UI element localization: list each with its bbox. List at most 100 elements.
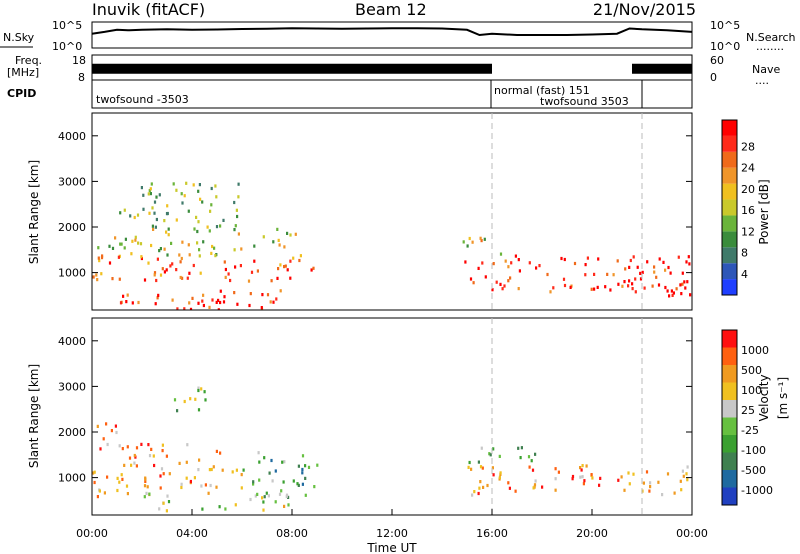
colorbar-tick-label: 500 — [741, 364, 762, 377]
heat-cell — [472, 281, 475, 285]
freq-bar-2 — [632, 63, 692, 74]
heat-cell — [155, 217, 158, 222]
heat-cell — [627, 471, 630, 475]
heat-cell — [468, 236, 471, 241]
beam-title: Beam 12 — [355, 0, 427, 19]
colorbar-swatch — [722, 435, 737, 453]
heat-cell — [106, 475, 109, 479]
cpid-segment-1: twofsound -3503 — [96, 93, 189, 106]
heat-cell — [137, 300, 140, 305]
heat-cell — [645, 470, 649, 474]
heat-cell — [283, 504, 286, 508]
heat-cell — [120, 242, 123, 246]
heat-cell — [191, 296, 194, 300]
heat-cell — [140, 186, 143, 190]
heat-cell — [563, 283, 567, 288]
heat-cell — [679, 283, 682, 287]
heat-cell — [224, 275, 227, 279]
heat-cell — [313, 485, 316, 489]
heat-cell — [219, 224, 222, 228]
heat-cell — [167, 227, 170, 231]
heat-cell — [518, 269, 521, 273]
heat-cell — [501, 287, 504, 291]
heat-cell — [298, 258, 301, 263]
heat-cell — [680, 292, 683, 296]
heat-cell — [581, 475, 584, 479]
heat-cell — [552, 286, 555, 290]
heat-cell — [140, 255, 143, 259]
heat-cell — [258, 478, 261, 482]
heat-cell — [294, 232, 297, 236]
heat-cell — [235, 468, 238, 472]
heat-cell — [686, 280, 689, 284]
heat-cell — [175, 268, 178, 272]
heat-cell — [96, 495, 99, 499]
heat-cell — [100, 272, 103, 276]
heat-cell — [590, 287, 593, 291]
heat-cell — [154, 225, 157, 229]
heat-cell — [507, 481, 510, 485]
heat-cell — [111, 246, 115, 250]
heat-cell — [680, 488, 683, 492]
heat-cell — [628, 482, 631, 486]
heat-cell — [181, 240, 184, 244]
heat-cell — [110, 429, 113, 433]
heat-cell — [270, 279, 273, 283]
heat-cell — [189, 479, 192, 484]
heat-cell — [233, 291, 236, 295]
colorbar-swatch — [722, 231, 737, 248]
heat-cell — [632, 472, 635, 476]
heat-cell — [129, 214, 132, 218]
heat-cell — [165, 230, 168, 234]
heat-cell — [98, 259, 101, 263]
heat-cell — [275, 297, 278, 301]
heat-cell — [215, 449, 218, 453]
colorbar-swatch — [722, 330, 737, 348]
heat-cell — [257, 451, 260, 455]
heat-cell — [533, 483, 537, 487]
heat-cell — [683, 280, 686, 284]
station-title: Inuvik (fitACF) — [92, 0, 205, 19]
heat-cell — [159, 486, 162, 490]
heat-cell — [480, 446, 483, 450]
heat-cell — [491, 288, 494, 292]
heat-cell — [207, 491, 210, 495]
heat-cell — [123, 246, 126, 250]
heat-cell — [163, 219, 166, 223]
heat-cell — [271, 479, 274, 483]
colorbar-swatch — [722, 263, 737, 280]
heat-cell — [681, 282, 684, 286]
heat-cell — [632, 255, 635, 259]
heat-cell — [148, 492, 151, 496]
heat-cell — [130, 463, 133, 467]
heat-cell — [221, 468, 224, 472]
heat-cell — [192, 263, 195, 268]
heat-cell — [135, 446, 139, 450]
heat-cell — [639, 271, 642, 275]
heat-cell — [148, 454, 152, 458]
freq-bar-1 — [92, 63, 492, 74]
heat-cell — [215, 195, 218, 199]
heat-cell — [657, 283, 661, 287]
heat-cell — [679, 479, 682, 483]
heat-cell — [634, 277, 637, 281]
heat-cell — [236, 302, 239, 306]
heat-cell — [579, 475, 582, 479]
heat-cell — [682, 474, 685, 478]
heat-cell — [499, 252, 503, 256]
heat-cell — [121, 447, 124, 451]
colorbar-swatch — [722, 347, 737, 365]
heat-cell — [181, 276, 184, 280]
heat-cell — [102, 437, 105, 441]
heat-cell — [616, 259, 619, 263]
heat-cell — [486, 483, 489, 488]
heat-cell — [469, 277, 473, 281]
heat-cell — [269, 300, 272, 304]
heat-cell — [187, 243, 190, 247]
heat-cell — [287, 495, 290, 499]
heat-cell — [240, 473, 243, 477]
heat-cell — [202, 293, 205, 297]
colorbar-swatch — [722, 365, 737, 383]
heat-cell — [604, 285, 607, 289]
